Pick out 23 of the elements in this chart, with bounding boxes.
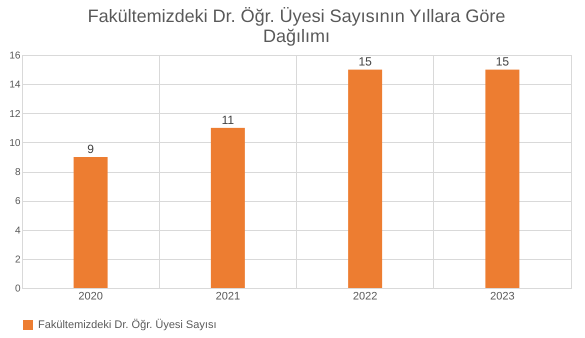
bar xyxy=(485,70,520,288)
bar xyxy=(74,156,108,288)
y-tick-label: 4 xyxy=(14,225,21,236)
data-label: 15 xyxy=(496,54,510,69)
legend-label: Fakültemizdeki Dr. Öğr. Üyesi Sayısı xyxy=(38,318,216,331)
y-tick-label: 2 xyxy=(14,254,21,266)
x-tick-label: 2022 xyxy=(352,290,378,302)
y-tick-label: 14 xyxy=(9,80,21,91)
y-tick-label: 10 xyxy=(9,138,21,149)
data-label: 11 xyxy=(222,112,234,127)
bar xyxy=(348,70,382,288)
chart-title: Fakültemizdeki Dr. Öğr. Üyesi Sayısının Yıllara Göre Dağılımı xyxy=(88,6,506,46)
x-tick-label: 2023 xyxy=(490,290,515,302)
y-tick-label: 6 xyxy=(14,196,21,208)
data-label: 15 xyxy=(358,54,372,69)
y-tick-label: 12 xyxy=(9,108,21,120)
data-label: 9 xyxy=(87,142,94,156)
x-tick-label: 2021 xyxy=(216,290,240,302)
x-tick-label: 2020 xyxy=(78,290,103,302)
y-tick-label: 16 xyxy=(9,50,21,62)
bar xyxy=(210,128,245,288)
y-tick-label: 0 xyxy=(14,284,21,294)
y-tick-label: 8 xyxy=(14,167,21,178)
